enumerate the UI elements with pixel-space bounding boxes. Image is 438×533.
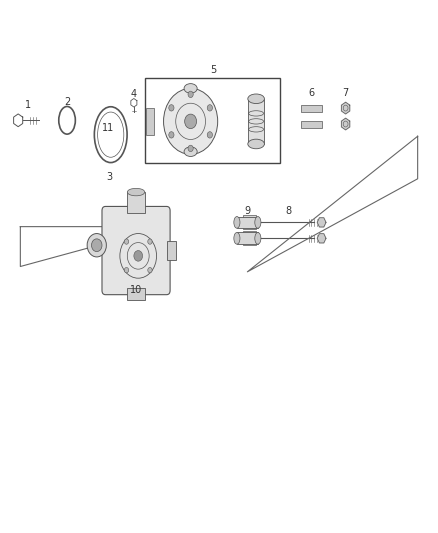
Text: 3: 3 xyxy=(107,172,113,182)
Bar xyxy=(300,121,322,128)
Bar xyxy=(146,108,154,135)
Ellipse shape xyxy=(234,216,240,228)
Circle shape xyxy=(169,104,174,111)
Text: 4: 4 xyxy=(131,88,137,99)
Bar xyxy=(237,216,258,228)
Circle shape xyxy=(207,104,212,111)
Ellipse shape xyxy=(184,84,197,93)
Ellipse shape xyxy=(255,216,261,228)
Circle shape xyxy=(148,239,152,244)
Circle shape xyxy=(188,91,193,98)
Bar xyxy=(237,232,258,244)
Circle shape xyxy=(169,132,174,138)
Bar xyxy=(243,231,256,245)
Bar xyxy=(127,192,145,213)
Bar xyxy=(127,288,145,300)
Text: 1: 1 xyxy=(25,100,31,110)
Circle shape xyxy=(124,239,129,244)
Bar xyxy=(166,241,176,260)
Polygon shape xyxy=(342,118,350,130)
Polygon shape xyxy=(317,218,326,227)
Text: 2: 2 xyxy=(64,96,70,107)
Circle shape xyxy=(92,239,102,252)
Bar xyxy=(145,78,280,163)
Ellipse shape xyxy=(127,188,145,196)
Polygon shape xyxy=(342,102,350,114)
Circle shape xyxy=(188,145,193,151)
Bar xyxy=(248,99,265,144)
FancyBboxPatch shape xyxy=(102,206,170,295)
Ellipse shape xyxy=(234,232,240,244)
Bar xyxy=(243,215,256,229)
Circle shape xyxy=(134,251,143,261)
Ellipse shape xyxy=(184,147,197,157)
Ellipse shape xyxy=(255,232,261,244)
Text: 6: 6 xyxy=(308,88,314,98)
Text: 8: 8 xyxy=(286,206,292,216)
Ellipse shape xyxy=(248,139,265,149)
Text: 11: 11 xyxy=(102,123,114,133)
Bar xyxy=(300,105,322,112)
Text: 7: 7 xyxy=(343,88,349,98)
Circle shape xyxy=(207,132,212,138)
Circle shape xyxy=(163,88,218,155)
Polygon shape xyxy=(317,234,326,243)
Circle shape xyxy=(124,268,129,273)
Text: 5: 5 xyxy=(211,65,217,75)
Ellipse shape xyxy=(248,94,265,103)
Circle shape xyxy=(148,268,152,273)
Circle shape xyxy=(87,233,106,257)
Circle shape xyxy=(185,114,197,128)
Text: 9: 9 xyxy=(244,206,251,216)
Text: 10: 10 xyxy=(130,286,142,295)
